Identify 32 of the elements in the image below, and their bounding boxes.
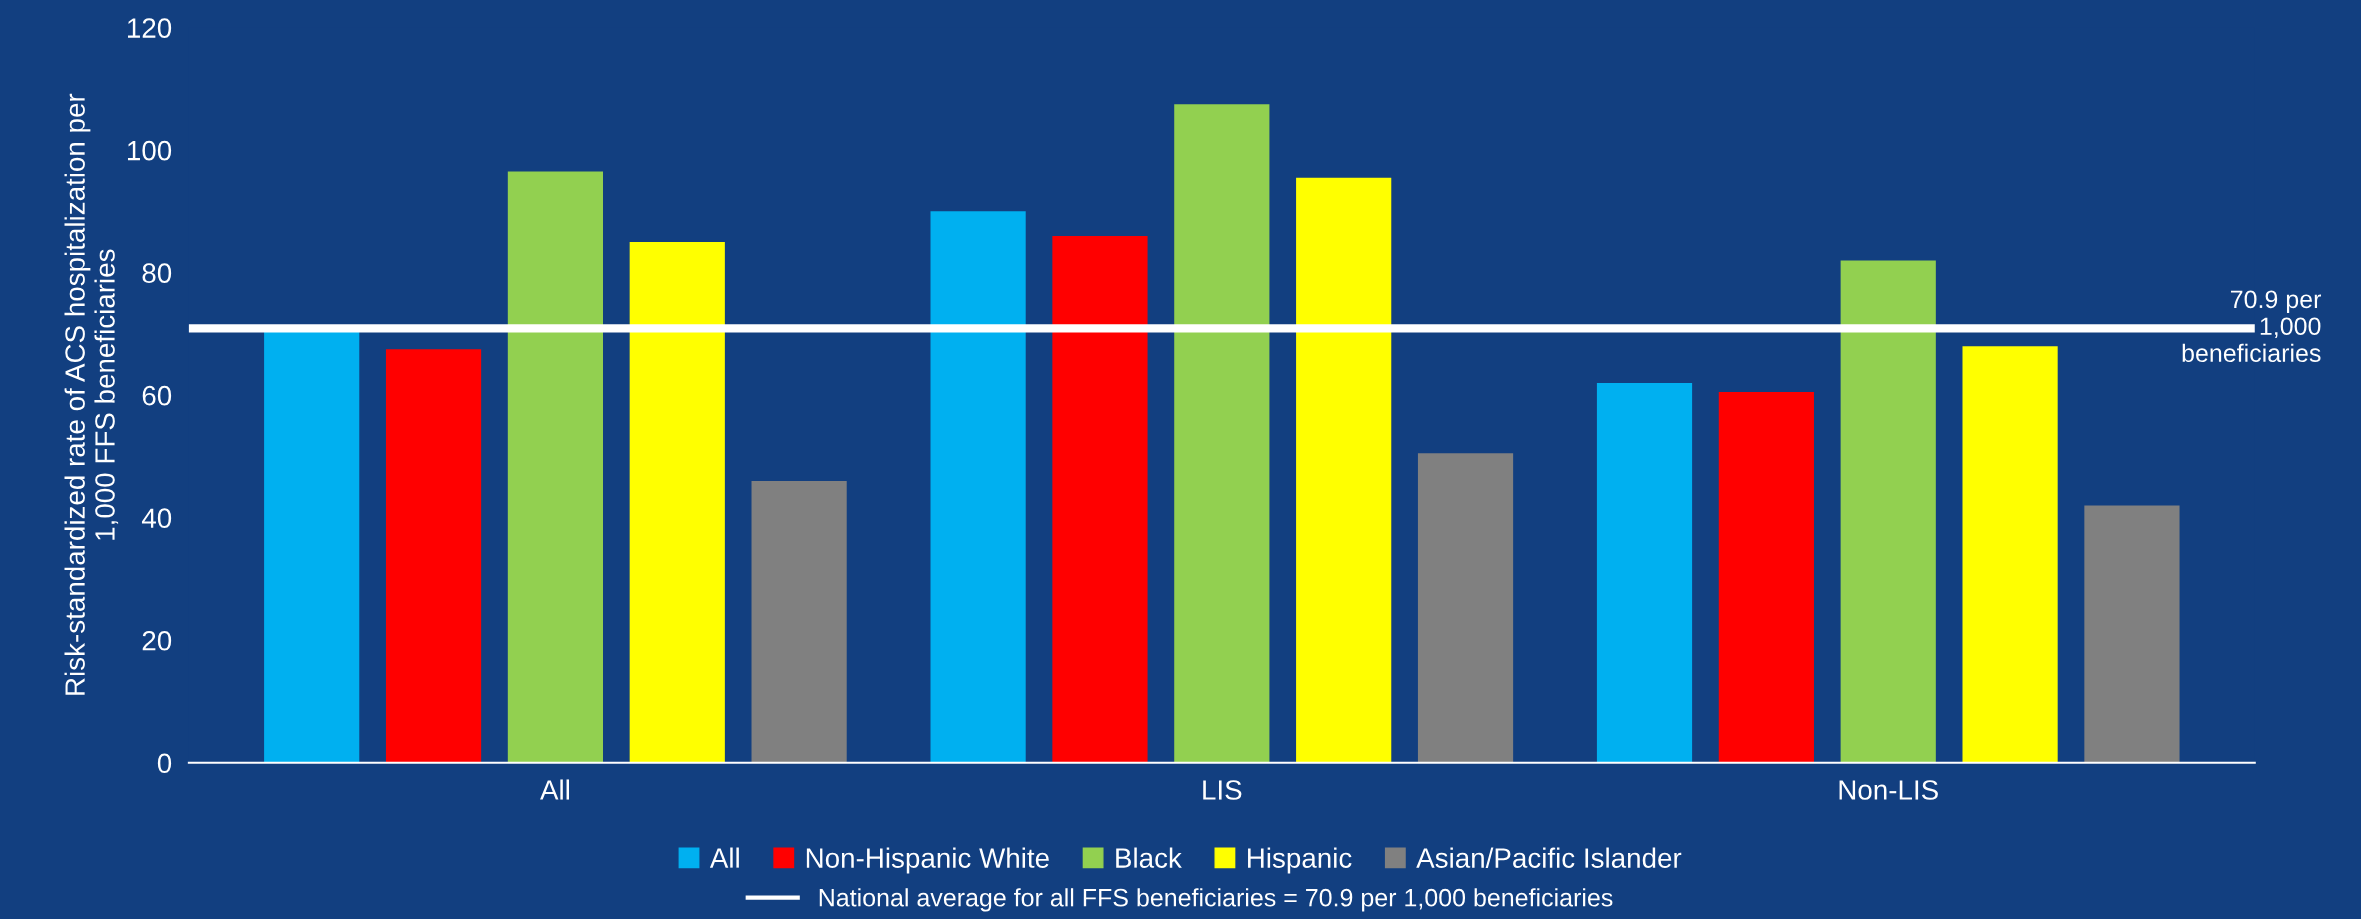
bar [930, 211, 1026, 763]
legend-label: National average for all FFS beneficiaries = 70.9 per 1,000 beneficiaries [819, 888, 1613, 912]
bar [1417, 453, 1514, 763]
bar [1174, 104, 1270, 763]
annotation: 70.9 per 1,000 beneficiaries [2182, 290, 2322, 363]
y-tick-label: 0 [157, 753, 172, 774]
bar [1718, 392, 1814, 763]
legend-label: Non-Hispanic White [806, 847, 1049, 874]
y-tick-label: 60 [142, 385, 172, 406]
x-tick-label: All [540, 779, 569, 800]
y-tick-label: 100 [127, 140, 172, 161]
legend-label: Hispanic [1248, 847, 1352, 874]
legend-label: Asian/Pacific Islander [1416, 847, 1682, 868]
x-tick-label: LIS [1203, 780, 1242, 800]
bar [1052, 235, 1148, 763]
y-tick-label: 80 [142, 263, 172, 283]
bar [507, 171, 604, 763]
bar [1840, 260, 1936, 763]
bar [2084, 505, 2180, 763]
bar [629, 242, 725, 763]
y-tick-label: 120 [127, 18, 172, 38]
bar [385, 349, 482, 763]
bar [1596, 382, 1693, 763]
legend-label: All [709, 847, 739, 868]
bar [751, 480, 847, 763]
bar [1296, 177, 1392, 763]
y-tick-label: 20 [142, 630, 172, 651]
bar [1962, 346, 2058, 763]
y-axis-title: Risk-standardized rate of ACS hospitalization per 1,000 FFS beneficiaries [64, 93, 119, 695]
legend-label: Black [1116, 847, 1182, 868]
y-tick-label: 40 [141, 508, 172, 529]
x-tick-label: Non-LIS [1839, 780, 1938, 800]
